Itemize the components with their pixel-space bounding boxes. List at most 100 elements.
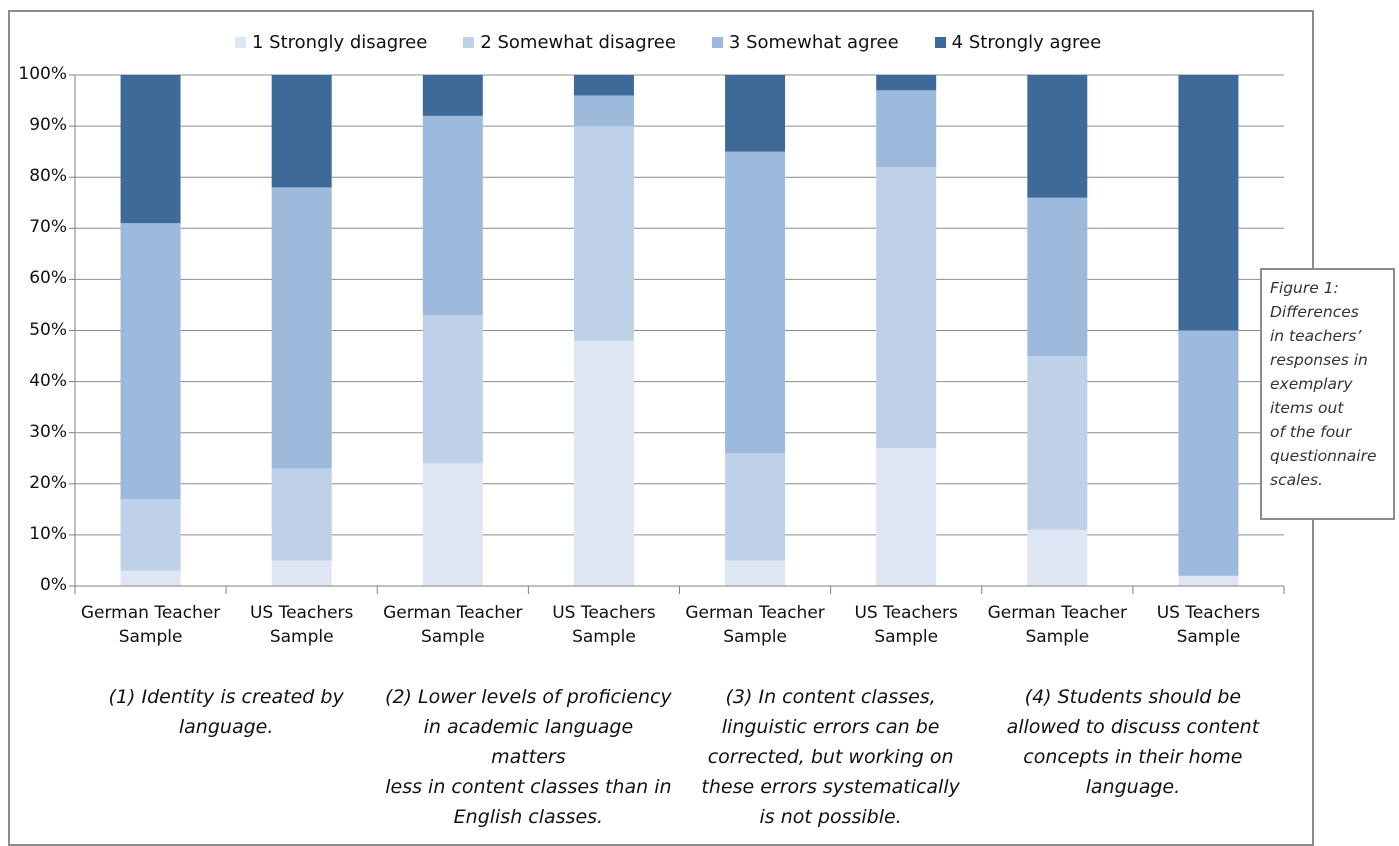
x-tick-label-line: Sample (269, 627, 334, 647)
item-caption: (1) Identity is created by language. (81, 682, 371, 742)
bar-segment-3 (876, 90, 937, 167)
bar-segment-4 (1178, 75, 1239, 331)
figure-note-line: in teachers’ (1270, 327, 1362, 345)
x-tick-label: German Teacher Sample (982, 601, 1132, 649)
bar-segment-4 (725, 75, 786, 152)
legend-swatch (711, 37, 723, 48)
y-tick-label: 80% (29, 166, 67, 187)
legend-label: 4 Strongly agree (951, 32, 1102, 53)
bar-segment-4 (573, 75, 634, 96)
y-tick-label: 40% (29, 370, 67, 391)
bar-segment-3 (725, 151, 786, 454)
bar-segment-2 (876, 166, 937, 449)
bar-segment-3 (1178, 330, 1239, 576)
gridlines (69, 74, 1284, 587)
bar-segment-3 (271, 187, 332, 469)
bar-segment-2 (725, 453, 786, 561)
figure-note-line: responses in (1270, 351, 1368, 369)
x-tick-label: German Teacher Sample (680, 601, 830, 649)
x-tick-label-line: US Teachers (552, 603, 656, 623)
bar-segment-1 (120, 570, 181, 586)
bars (120, 75, 1239, 586)
figure-note-line: of the four (1270, 423, 1352, 441)
bar-segment-2 (271, 468, 332, 561)
x-tick-label-line: German Teacher (987, 603, 1128, 623)
figure-note-line: questionnaire (1270, 447, 1377, 465)
x-tick-label: US Teachers Sample (1133, 601, 1283, 649)
item-caption-line: allowed to discuss content (1006, 716, 1260, 738)
legend-label: 3 Somewhat agree (728, 32, 899, 53)
x-tick-label: German Teacher Sample (378, 601, 528, 649)
x-tick-label-line: Sample (572, 627, 636, 647)
figure-note-line: items out (1270, 399, 1344, 417)
item-caption-line: is not possible. (759, 806, 902, 828)
x-tick-label-line: Sample (1025, 627, 1090, 647)
y-tick-label: 100% (18, 64, 67, 84)
bar-segment-1 (876, 448, 937, 586)
y-tick-label: 60% (29, 268, 67, 289)
bar-segment-4 (120, 75, 181, 224)
y-tick-label: 20% (29, 472, 67, 493)
item-caption-line: these errors systematically (701, 776, 960, 798)
x-tick-label-line: Sample (723, 627, 787, 647)
bar-segment-1 (573, 340, 634, 586)
x-tick-label: US Teachers Sample (227, 601, 377, 649)
bar-segment-4 (876, 75, 937, 91)
bar-segment-4 (422, 75, 483, 116)
item-caption: (3) In content classes, linguistic errors… (686, 682, 976, 832)
bar-segment-1 (271, 560, 332, 586)
y-tick-label: 50% (29, 319, 67, 340)
bar-segment-4 (1027, 75, 1088, 198)
bar-segment-3 (120, 223, 181, 500)
legend-swatch (934, 37, 946, 48)
bar-segment-4 (271, 75, 332, 188)
figure-note: Figure 1: Differences in teachers’ response… (1260, 268, 1395, 520)
item-caption-line: concepts in their home (1023, 746, 1243, 768)
legend-item: 2 Somewhat disagree (463, 32, 676, 53)
item-caption-line: corrected, but working on (707, 746, 954, 768)
bar-segment-2 (1027, 356, 1088, 530)
item-caption-line: (4) Students should be (1024, 686, 1242, 708)
chart-frame (8, 10, 1314, 846)
x-tick-label-line: Sample (420, 627, 485, 647)
bar-segment-2 (120, 499, 181, 571)
bar-segment-3 (573, 95, 634, 127)
item-caption-line: English classes. (453, 806, 604, 828)
x-tick-label-line: Sample (874, 627, 939, 647)
item-caption-line: language. (1085, 776, 1181, 798)
bar-segment-1 (1178, 575, 1239, 586)
x-tick-label-line: US Teachers (1156, 603, 1261, 623)
x-tick-label-line: Sample (1176, 627, 1241, 647)
x-tick-label-line: US Teachers (249, 603, 354, 623)
item-caption-line: language. (178, 716, 274, 738)
item-caption-line: linguistic errors can be (721, 716, 940, 738)
y-tick-label: 90% (29, 115, 67, 136)
figure-note-line: exemplary (1270, 375, 1353, 393)
x-axis (74, 75, 1285, 594)
legend-item: 1 Strongly disagree (235, 32, 427, 53)
bar-segment-1 (1027, 529, 1088, 586)
item-caption: (2) Lower levels of proficiency in academ… (383, 682, 673, 832)
x-tick-label: German Teacher Sample (76, 601, 226, 649)
item-caption-line: (2) Lower levels of proficiency (385, 686, 672, 708)
bar-segment-3 (1027, 197, 1088, 357)
legend-swatch (235, 37, 246, 48)
bar-segment-3 (422, 115, 483, 316)
item-caption-line: (3) In content classes, (725, 686, 936, 708)
x-tick-label: US Teachers Sample (831, 601, 981, 649)
x-tick-label-line: German Teacher (383, 603, 523, 623)
item-caption-line: less in content classes than in (385, 776, 672, 798)
legend-item: 4 Strongly agree (934, 32, 1102, 53)
legend-label: 2 Somewhat disagree (480, 32, 676, 53)
legend-label: 1 Strongly disagree (252, 32, 428, 53)
item-caption-line: in academic language matters (423, 716, 634, 768)
y-tick-label: 0% (40, 575, 67, 595)
x-tick-label-line: Sample (118, 627, 183, 647)
item-caption-line: (1) Identity is created by (108, 686, 344, 708)
figure-note-line: Figure 1: (1270, 279, 1339, 297)
figure-note-line: Differences (1270, 303, 1359, 321)
y-tick-label: 10% (29, 523, 67, 544)
legend-swatch (463, 37, 475, 48)
y-tick-label: 70% (29, 217, 67, 238)
x-tick-label-line: German Teacher (80, 603, 221, 623)
